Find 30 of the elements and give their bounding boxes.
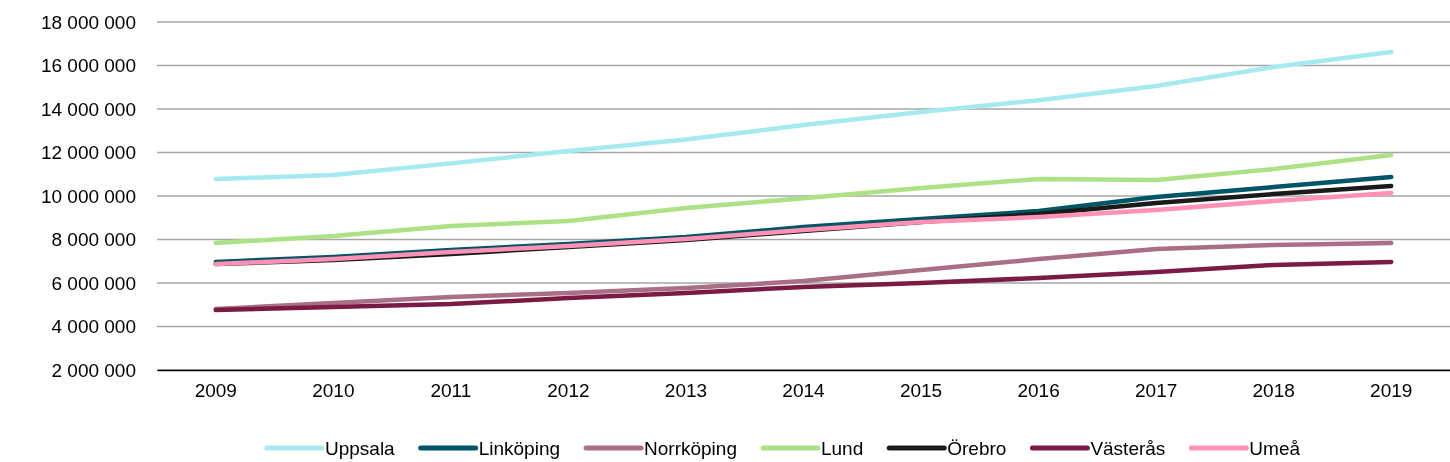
x-tick-label: 2011: [430, 380, 472, 402]
y-tick-label: 4 000 000: [51, 316, 136, 338]
legend-label: Umeå: [1249, 438, 1301, 459]
x-tick-label: 2016: [1017, 380, 1060, 402]
y-tick-label: 12 000 000: [40, 142, 136, 164]
line-series: [213, 152, 1394, 246]
line-series: [213, 259, 1394, 313]
y-tick-label: 2 000 000: [51, 359, 136, 381]
x-tick-label: 2010: [312, 380, 355, 402]
legend-label: Lund: [820, 438, 864, 459]
x-tick-label: 2012: [547, 380, 590, 402]
x-tick-label: 2015: [899, 380, 943, 402]
x-tick-label: 2018: [1252, 380, 1295, 402]
y-tick-label: 14 000 000: [40, 98, 136, 120]
x-tick-label: 2009: [194, 380, 237, 402]
legend-label: Västerås: [1090, 438, 1166, 459]
line-series: [213, 49, 1394, 182]
x-tick-label: 2017: [1135, 380, 1178, 402]
y-tick-label: 10 000 000: [40, 185, 136, 207]
x-tick-label: 2019: [1370, 380, 1413, 402]
legend-label: Uppsala: [324, 438, 396, 459]
y-tick-label: 18 000 000: [40, 11, 136, 33]
legend-label: Örebro: [947, 438, 1007, 459]
x-tick-label: 2014: [782, 380, 826, 402]
y-tick-label: 16 000 000: [40, 55, 136, 77]
x-tick-label: 2013: [664, 380, 708, 402]
y-tick-label: 6 000 000: [51, 272, 136, 294]
legend-label: Norrköping: [644, 438, 737, 459]
legend-label: Linköping: [478, 438, 561, 459]
y-tick-label: 8 000 000: [51, 229, 136, 251]
